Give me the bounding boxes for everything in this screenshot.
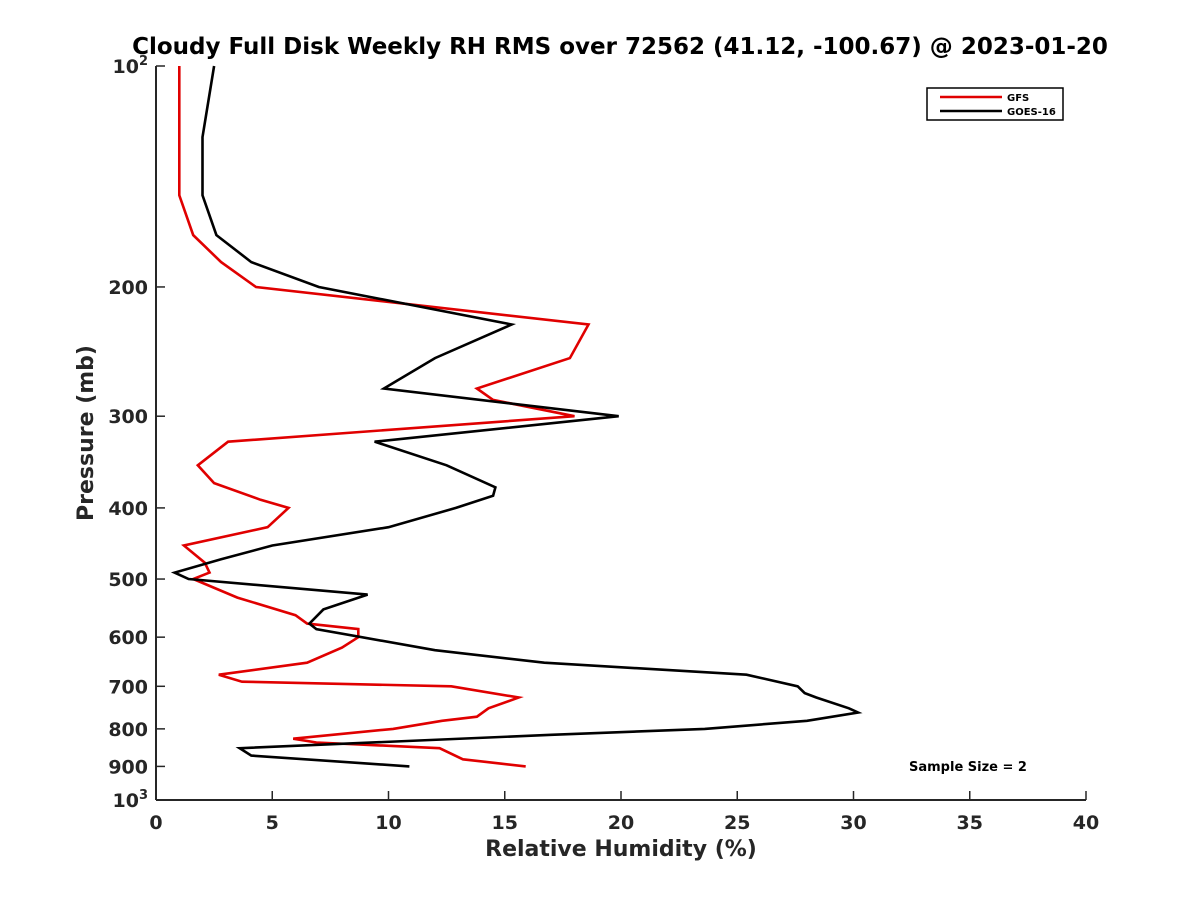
legend-label-gfs: GFS [1007, 93, 1029, 104]
y-tick-label: 900 [108, 756, 148, 778]
y-ticks: 102 200 300 400 500 600 700 800 900 103 [108, 54, 165, 812]
y-tick-label: 300 [108, 406, 148, 428]
x-tick-label: 5 [266, 812, 279, 834]
legend-box [926, 87, 1064, 121]
x-tick-label: 35 [957, 812, 983, 834]
y-tick-label: 800 [108, 719, 148, 741]
y-tick-label: 600 [108, 627, 148, 649]
series-group [170, 65, 863, 768]
y-tick-label: 102 [113, 54, 149, 78]
legend-label-goes-16: GOES-16 [1007, 107, 1056, 118]
x-tick-label: 15 [492, 812, 518, 834]
x-ticks: 0 5 10 15 20 25 30 35 40 [149, 791, 1099, 834]
y-tick-label: 700 [108, 676, 148, 698]
y-axis-label: Pressure (mb) [74, 345, 99, 521]
y-tick-label: 200 [108, 277, 148, 299]
series-line-goes-16 [170, 65, 863, 768]
x-tick-label: 20 [608, 812, 634, 834]
y-tick-label: 103 [113, 788, 149, 812]
x-axis-label: Relative Humidity (%) [485, 837, 757, 862]
x-tick-label: 10 [375, 812, 401, 834]
x-tick-label: 0 [149, 812, 162, 834]
sample-size-annotation: Sample Size = 2 [909, 760, 1027, 775]
y-tick-label: 400 [108, 498, 148, 520]
legend: GFS GOES-16 [926, 87, 1064, 121]
x-tick-label: 25 [724, 812, 750, 834]
y-tick-label: 500 [108, 569, 148, 591]
chart-title: Cloudy Full Disk Weekly RH RMS over 7256… [132, 34, 1108, 60]
x-tick-label: 30 [840, 812, 866, 834]
x-tick-label: 40 [1073, 812, 1099, 834]
